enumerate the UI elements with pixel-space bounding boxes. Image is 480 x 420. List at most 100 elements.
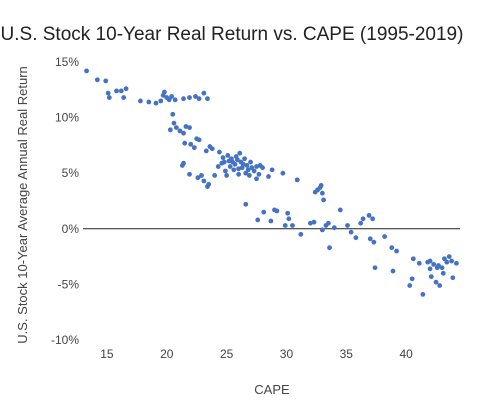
data-point (209, 146, 215, 152)
y-tick-label: 15% (55, 55, 79, 69)
data-point (212, 173, 218, 178)
data-point (370, 216, 376, 222)
data-point (318, 183, 324, 188)
data-point (248, 159, 253, 165)
data-point (321, 197, 326, 203)
y-tick-label: 5% (62, 166, 80, 180)
data-point (431, 261, 437, 267)
data-point (360, 216, 366, 222)
data-point (337, 207, 343, 213)
data-point (138, 98, 143, 104)
data-point (173, 125, 179, 131)
data-point (205, 96, 210, 102)
x-tick-label: 35 (340, 347, 354, 361)
data-point (280, 170, 286, 176)
y-tick-label: -10% (51, 333, 79, 347)
x-tick-label: 15 (100, 347, 114, 361)
y-tick-label: 10% (55, 111, 79, 125)
data-point (182, 140, 188, 146)
data-point (237, 150, 243, 156)
data-point (172, 97, 178, 103)
data-point (367, 236, 373, 242)
data-point (282, 223, 288, 228)
data-point (261, 209, 267, 215)
data-point (254, 176, 259, 182)
data-point (442, 256, 447, 262)
data-point (433, 279, 439, 285)
data-point (231, 167, 237, 173)
y-tick-label: 0% (62, 222, 80, 236)
data-point (358, 220, 364, 226)
data-point (167, 127, 173, 133)
data-point (319, 227, 325, 233)
data-point (114, 88, 119, 94)
data-point (166, 97, 172, 103)
data-point (234, 157, 240, 163)
x-tick-label: 20 (160, 347, 174, 361)
data-point (266, 174, 271, 179)
data-point (325, 220, 331, 226)
data-point (269, 167, 275, 173)
data-point (298, 231, 304, 237)
data-point (196, 96, 202, 102)
data-point (191, 145, 197, 151)
data-point (232, 161, 238, 167)
data-point (255, 217, 261, 223)
data-point (407, 283, 413, 288)
data-point (382, 234, 387, 239)
data-point (203, 148, 209, 154)
data-point (181, 160, 186, 166)
data-point (434, 265, 440, 271)
data-point (106, 95, 112, 100)
data-point (327, 245, 332, 251)
data-point (285, 210, 291, 216)
data-point (181, 96, 186, 102)
data-point (244, 163, 250, 168)
data-point (389, 245, 395, 251)
data-point (206, 181, 212, 187)
data-point (227, 164, 233, 169)
data-point (187, 125, 192, 131)
data-point (409, 276, 415, 282)
x-axis-ticks: 15 20 25 30 35 40 (100, 347, 413, 361)
data-point (225, 153, 231, 158)
data-point (201, 90, 207, 96)
data-points (84, 68, 459, 297)
data-point (428, 274, 434, 280)
data-point (251, 168, 257, 174)
data-point (416, 260, 422, 266)
x-tick-label: 40 (399, 347, 413, 361)
data-point (268, 218, 274, 224)
data-point (246, 173, 252, 178)
data-point (319, 190, 325, 196)
x-tick-label: 30 (280, 347, 294, 361)
y-tick-label: -5% (58, 277, 80, 291)
data-point (427, 266, 433, 272)
data-point (177, 128, 183, 134)
data-point (123, 86, 129, 92)
x-tick-label: 25 (220, 347, 234, 361)
data-point (193, 94, 198, 99)
data-point (294, 177, 300, 183)
data-point (220, 155, 226, 161)
data-point (187, 171, 192, 177)
data-point (105, 90, 111, 96)
data-point (245, 167, 251, 173)
data-point (188, 141, 194, 147)
data-point (242, 156, 247, 162)
data-point (410, 256, 416, 262)
data-point (353, 235, 359, 241)
data-point (196, 137, 202, 143)
x-axis-label: CAPE (254, 382, 290, 397)
data-point (286, 216, 292, 222)
data-point (236, 171, 241, 177)
data-point (243, 201, 249, 207)
data-point (372, 265, 378, 271)
data-point (224, 173, 230, 178)
data-point (84, 68, 89, 74)
data-point (103, 78, 109, 84)
data-point (345, 223, 350, 228)
data-point (427, 258, 433, 264)
data-point (223, 168, 228, 174)
data-point (331, 225, 337, 231)
